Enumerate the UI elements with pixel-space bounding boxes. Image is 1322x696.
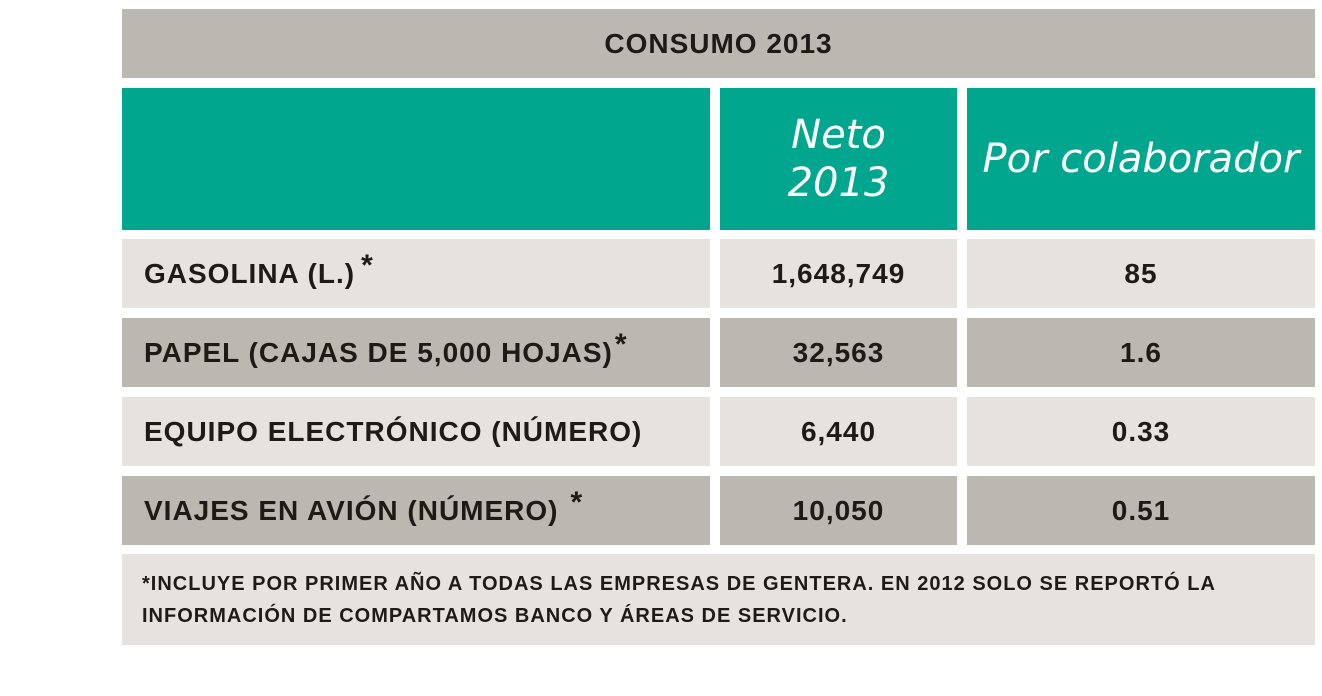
row-por-colaborador-value: 1.6: [1120, 336, 1162, 368]
header-por-colaborador-text: Por colaborador: [982, 136, 1300, 182]
header-neto-line1: Neto: [791, 112, 886, 158]
row-asterisk: *: [614, 327, 628, 361]
row-por-colaborador-value: 85: [1124, 257, 1158, 289]
row-equipo-neto: 6,440: [720, 397, 957, 466]
row-gasolina-label: GASOLINA (L.) *: [122, 239, 710, 308]
row-equipo-label: EQUIPO ELECTRÓNICO (NÚMERO): [122, 397, 710, 466]
row-gasolina-por-colaborador: 85: [967, 239, 1315, 308]
row-papel-neto: 32,563: [720, 318, 957, 387]
row-por-colaborador-value: 0.51: [1111, 494, 1171, 526]
row-equipo-por-colaborador: 0.33: [967, 397, 1315, 466]
row-viajes-por-colaborador: 0.51: [967, 476, 1315, 545]
row-por-colaborador-value: 0.33: [1111, 415, 1171, 447]
row-neto-value: 32,563: [792, 336, 885, 368]
row-papel-label: PAPEL (CAJAS DE 5,000 HOJAS) *: [122, 318, 710, 387]
row-neto-value: 10,050: [792, 494, 885, 526]
row-label-text: EQUIPO ELECTRÓNICO (NÚMERO): [144, 415, 643, 447]
row-neto-value: 6,440: [800, 415, 877, 447]
table-footnote: *INCLUYE POR PRIMER AÑO A TODAS LAS EMPR…: [122, 554, 1315, 645]
row-asterisk: *: [361, 248, 374, 282]
table-title: CONSUMO 2013: [122, 9, 1315, 78]
footnote-text: *INCLUYE POR PRIMER AÑO A TODAS LAS EMPR…: [142, 573, 1216, 627]
table-title-text: CONSUMO 2013: [604, 27, 833, 59]
header-por-colaborador: Por colaborador: [967, 88, 1315, 230]
row-viajes-label: VIAJES EN AVIÓN (NÚMERO) *: [122, 476, 710, 545]
row-viajes-neto: 10,050: [720, 476, 957, 545]
header-blank-cell: [122, 88, 710, 230]
row-asterisk: *: [570, 485, 584, 519]
header-neto-line2: 2013: [787, 160, 890, 206]
row-gasolina-neto: 1,648,749: [720, 239, 957, 308]
row-label-text: VIAJES EN AVIÓN (NÚMERO): [144, 494, 559, 526]
row-neto-value: 1,648,749: [771, 257, 906, 289]
row-label-text: GASOLINA (L.): [144, 257, 356, 289]
row-label-text: PAPEL (CAJAS DE 5,000 HOJAS): [144, 336, 613, 368]
header-neto-2013: Neto 2013: [720, 88, 957, 230]
row-papel-por-colaborador: 1.6: [967, 318, 1315, 387]
